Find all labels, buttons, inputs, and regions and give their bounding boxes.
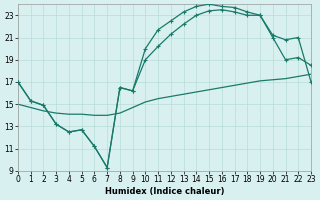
X-axis label: Humidex (Indice chaleur): Humidex (Indice chaleur) — [105, 187, 224, 196]
